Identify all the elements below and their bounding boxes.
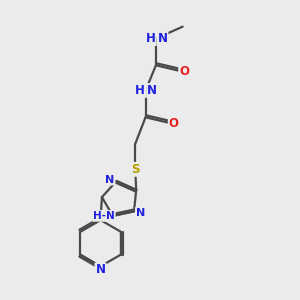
Text: H-N: H-N [93, 211, 115, 221]
Text: H: H [135, 84, 145, 97]
Text: O: O [169, 117, 179, 130]
Text: N: N [158, 32, 167, 45]
Text: O: O [179, 65, 189, 78]
Text: N: N [105, 175, 115, 184]
Text: N: N [136, 208, 145, 218]
Text: H: H [146, 32, 155, 45]
Text: N: N [147, 84, 157, 97]
Text: S: S [131, 163, 140, 176]
Text: N: N [95, 263, 106, 276]
